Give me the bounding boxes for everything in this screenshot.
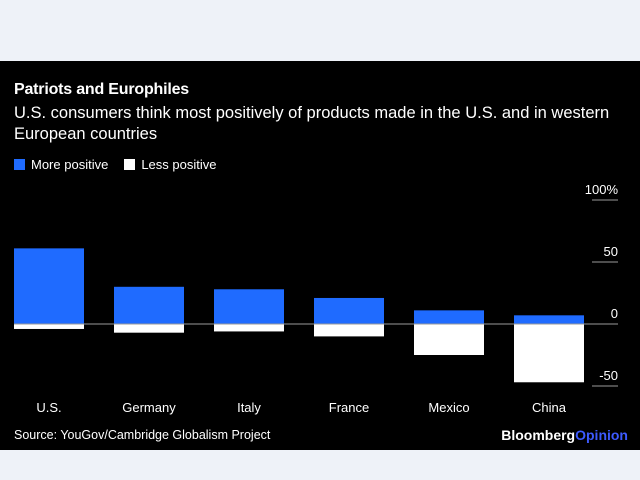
y-tick-label: 50 [604, 244, 618, 259]
y-tick-label: 0 [611, 306, 618, 321]
bar-more-positive [514, 315, 584, 324]
x-tick-label: China [532, 400, 567, 415]
chart-title: Patriots and Europhiles [14, 81, 189, 98]
y-tick-label: 100% [585, 182, 619, 197]
brand-logo: BloombergOpinion [501, 427, 628, 443]
chart-plot: U.S. Germany Italy France Mexico China 100% 50 0… [14, 182, 619, 415]
bar-more-positive [314, 297, 384, 324]
bar-more-positive [14, 248, 84, 324]
chart-card: Patriots and Europhiles U.S. consumers t… [0, 61, 640, 450]
x-tick-label: Mexico [428, 400, 469, 415]
bar-less-positive [414, 324, 484, 355]
source-note: Source: YouGov/Cambridge Globalism Proje… [14, 428, 271, 442]
legend-swatch-less [124, 159, 136, 170]
bar-less-positive [14, 324, 84, 329]
bar-more-positive [414, 310, 484, 324]
bar-less-positive [514, 324, 584, 383]
bar-less-positive [114, 324, 184, 333]
bar-more-positive [214, 289, 284, 324]
bar-less-positive [314, 324, 384, 337]
legend-item-more: More positive [14, 157, 108, 172]
y-tick-label: -50 [599, 368, 618, 383]
x-tick-label: France [329, 400, 369, 415]
legend-item-less: Less positive [124, 157, 216, 172]
brand-part2: Opinion [575, 427, 628, 443]
bar-less-positive [214, 324, 284, 332]
bar-more-positive [114, 286, 184, 324]
legend-swatch-more [14, 159, 25, 170]
chart-legend: More positive Less positive [14, 157, 232, 172]
x-tick-label: Germany [122, 400, 176, 415]
legend-label-more: More positive [31, 157, 109, 172]
legend-label-less: Less positive [141, 157, 217, 172]
chart-subtitle: U.S. consumers think most positively of … [14, 104, 610, 143]
brand-part1: Bloomberg [501, 427, 576, 443]
x-tick-label: Italy [237, 400, 261, 415]
x-tick-label: U.S. [36, 400, 61, 415]
